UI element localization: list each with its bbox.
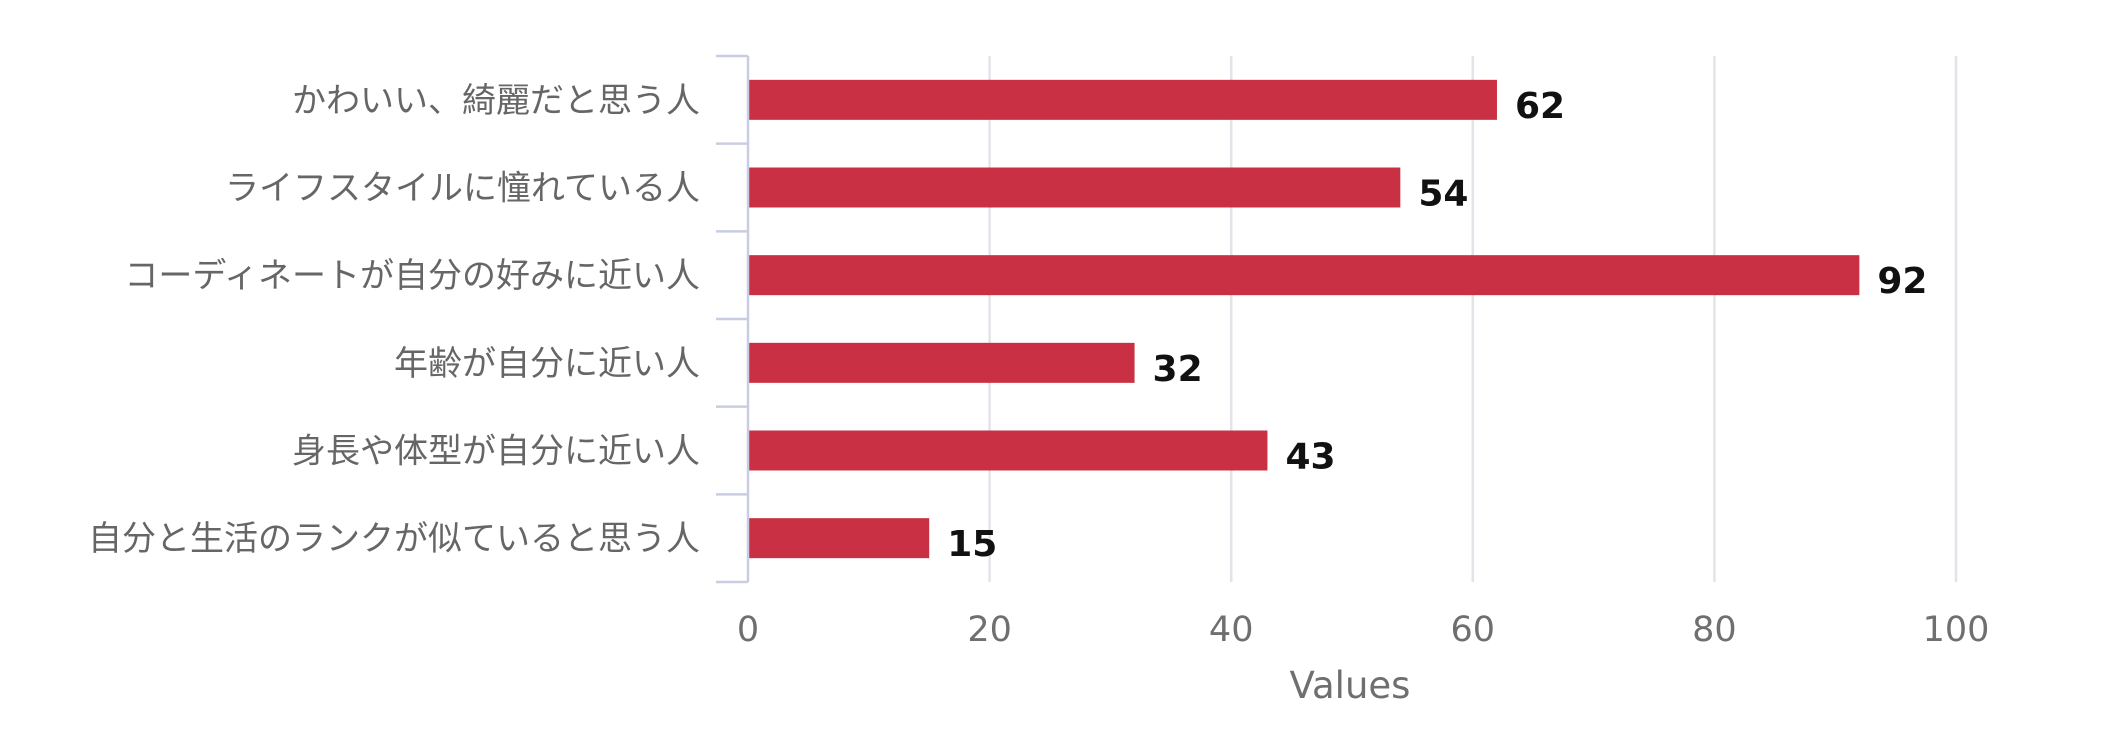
bar-3 (748, 342, 1135, 383)
data-label-1: 54 (1418, 174, 1468, 215)
bar-layer (748, 79, 1860, 559)
category-label-2: コーディネートが自分の好みに近い人 (124, 256, 700, 296)
axis-layer (716, 54, 750, 584)
data-label-5: 15 (947, 524, 997, 565)
x-axis-title: Values (1290, 664, 1411, 707)
data-label-0: 62 (1515, 86, 1565, 127)
data-label-3: 32 (1153, 349, 1203, 390)
grid-layer (988, 56, 1958, 582)
bar-4 (748, 430, 1268, 471)
category-label-5: 自分と生活のランクが似ていると思う人 (88, 519, 700, 559)
data-label-2: 92 (1877, 261, 1927, 302)
bar-0 (748, 79, 1497, 120)
label-layer: 0 20 40 60 80 100 かわいい、綺麗だと思う人 62 ライフスタイルに憧れている人… (88, 81, 1989, 650)
category-label-3: 年齢が自分に近い人 (394, 344, 700, 384)
data-label-4: 43 (1285, 437, 1335, 478)
x-tick-label-60: 60 (1451, 610, 1496, 650)
category-label-1: ライフスタイルに憧れている人 (225, 169, 700, 209)
x-tick-label-100: 100 (1923, 610, 1990, 650)
category-label-0: かわいい、綺麗だと思う人 (292, 81, 700, 121)
bar-2 (748, 255, 1860, 296)
x-tick-label-0: 0 (737, 610, 759, 650)
bar-1 (748, 167, 1401, 208)
x-tick-label-40: 40 (1209, 610, 1254, 650)
x-tick-label-20: 20 (967, 610, 1012, 650)
x-tick-label-80: 80 (1692, 610, 1737, 650)
category-label-4: 身長や体型が自分に近い人 (292, 432, 700, 472)
bar-5 (748, 518, 930, 559)
